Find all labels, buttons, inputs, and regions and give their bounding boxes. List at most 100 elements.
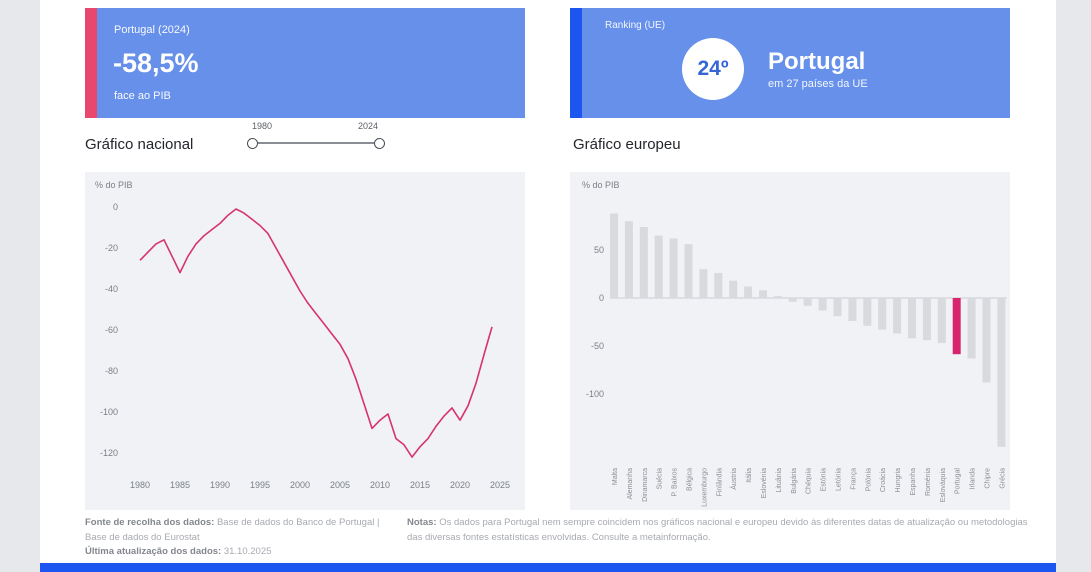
bar-Polónia	[863, 298, 872, 326]
svg-text:Portugal: Portugal	[955, 468, 962, 495]
svg-text:Espanha: Espanha	[910, 468, 917, 496]
svg-text:1990: 1990	[210, 480, 230, 490]
svg-text:-40: -40	[105, 284, 118, 294]
slider-handle-max[interactable]	[374, 137, 385, 149]
notes-text: Os dados para Portugal nem sempre coinci…	[407, 517, 1028, 543]
bar-Estónia	[818, 298, 827, 311]
svg-text:% do PIB: % do PIB	[582, 180, 620, 190]
svg-text:Irlanda: Irlanda	[970, 468, 977, 490]
bar-Finlândia	[714, 273, 723, 298]
notes-label: Notas:	[407, 517, 437, 528]
svg-text:Estónia: Estónia	[821, 468, 828, 491]
bar-Lituânia	[773, 296, 782, 298]
svg-text:0: 0	[599, 293, 604, 303]
rank-text-block: Portugal em 27 países da UE	[768, 48, 868, 91]
svg-text:-80: -80	[105, 366, 118, 376]
bar-Grécia	[997, 298, 1006, 447]
content-panel: Portugal (2024) -58,5% face ao PIB Ranki…	[40, 0, 1056, 572]
svg-text:Grécia: Grécia	[999, 468, 1006, 489]
bar-Portugal	[952, 298, 961, 355]
rank-subtitle: em 27 países da UE	[768, 78, 868, 91]
bar-França	[848, 298, 857, 321]
bar-Bulgária	[788, 298, 797, 302]
ranking-accent-stripe	[570, 8, 582, 118]
updated-label: Última atualização dos dados:	[85, 546, 222, 558]
svg-text:2025: 2025	[490, 480, 510, 490]
rank-badge: 24º	[682, 38, 744, 100]
kpi-card: Portugal (2024) -58,5% face ao PIB	[85, 8, 525, 118]
svg-text:2010: 2010	[370, 480, 390, 490]
svg-text:Eslovénia: Eslovénia	[761, 468, 768, 498]
european-chart-title: Gráfico europeu	[573, 136, 681, 153]
svg-text:Eslováquia: Eslováquia	[940, 468, 947, 502]
svg-text:Finlândia: Finlândia	[716, 468, 723, 497]
year-range-slider[interactable]: 1980 2024	[247, 121, 385, 155]
bar-Malta	[610, 213, 618, 298]
bar-Croácia	[878, 298, 887, 330]
svg-text:2015: 2015	[410, 480, 430, 490]
svg-text:-50: -50	[591, 341, 604, 351]
slider-min-label: 1980	[252, 121, 273, 131]
rank-country: Portugal	[768, 47, 866, 75]
svg-text:Polónia: Polónia	[865, 468, 872, 491]
svg-text:Alemanha: Alemanha	[627, 468, 634, 500]
svg-text:Hungria: Hungria	[895, 468, 902, 493]
svg-text:-20: -20	[105, 243, 118, 253]
bar-Chipre	[982, 298, 991, 383]
svg-text:-100: -100	[100, 407, 118, 417]
kpi-card-body: Portugal (2024) -58,5% face ao PIB	[97, 8, 525, 118]
svg-text:0: 0	[113, 202, 118, 212]
svg-text:Áustria: Áustria	[729, 468, 738, 490]
svg-text:2020: 2020	[450, 480, 470, 490]
ranking-card-title: Ranking (UE)	[605, 20, 666, 31]
source-label: Fonte de recolha dos dados:	[85, 517, 215, 528]
bar-P. Baixos	[669, 238, 678, 298]
bar-Roménia	[922, 298, 931, 341]
slider-handle-min[interactable]	[247, 137, 258, 149]
svg-text:1980: 1980	[130, 480, 150, 490]
bar-Áustria	[729, 280, 738, 298]
bar-Irlanda	[967, 298, 976, 359]
bar-Luxemburgo	[699, 269, 708, 298]
slider-track[interactable]	[247, 137, 385, 149]
kpi-subtitle: face ao PIB	[114, 90, 171, 102]
svg-text:-60: -60	[105, 325, 118, 335]
svg-text:% do PIB: % do PIB	[95, 180, 133, 190]
svg-text:-120: -120	[100, 448, 118, 458]
svg-text:Roménia: Roménia	[925, 468, 932, 496]
svg-text:Suécia: Suécia	[657, 468, 664, 490]
bottom-accent-bar	[40, 563, 1056, 572]
svg-text:Malta: Malta	[612, 468, 619, 485]
bar-Itália	[744, 286, 753, 298]
footer-notes-block: Notas: Os dados para Portugal nem sempre…	[407, 516, 1045, 560]
niip-line-series	[139, 208, 493, 458]
national-line-chart: % do PIB 0 -20 -40 -60 -80 -100 -120 1980 1985 199…	[95, 180, 510, 490]
svg-text:P. Baixos: P. Baixos	[672, 468, 679, 497]
ranking-card-body: Ranking (UE) 24º Portugal em 27 países d…	[582, 8, 1010, 118]
european-bar-chart: % do PIB 50 0 -50 -100 Malta Alemanha Dinamarca…	[582, 180, 1007, 507]
updated-text: 31.10.2025	[223, 546, 272, 558]
kpi-card-title: Portugal (2024)	[114, 24, 190, 36]
footer: Fonte de recolha dos dados: Base de dado…	[85, 516, 1045, 560]
bar-Suécia	[654, 235, 663, 298]
svg-text:1985: 1985	[170, 480, 190, 490]
bar-Eslovénia	[759, 290, 767, 298]
svg-text:Bélgica: Bélgica	[687, 468, 694, 491]
svg-text:Bulgária: Bulgária	[791, 468, 798, 494]
footer-source-block: Fonte de recolha dos dados: Base de dado…	[85, 516, 395, 560]
ranking-row: 24º Portugal em 27 países da UE	[682, 38, 868, 100]
svg-text:2005: 2005	[330, 480, 350, 490]
svg-text:50: 50	[594, 245, 604, 255]
svg-text:Luxemburgo: Luxemburgo	[701, 468, 708, 507]
bar-Chéquia	[803, 298, 812, 306]
svg-text:2000: 2000	[290, 480, 310, 490]
source-text: Base de dados do Banco de Portugal | Bas…	[85, 517, 380, 543]
svg-text:Chéquia: Chéquia	[806, 468, 813, 494]
svg-text:França: França	[850, 468, 857, 490]
slider-labels: 1980 2024	[252, 121, 380, 131]
bar-Alemanha	[624, 221, 633, 298]
svg-text:-100: -100	[586, 389, 604, 399]
svg-text:Itália: Itália	[746, 468, 753, 483]
ranking-card: Ranking (UE) 24º Portugal em 27 países d…	[570, 8, 1010, 118]
